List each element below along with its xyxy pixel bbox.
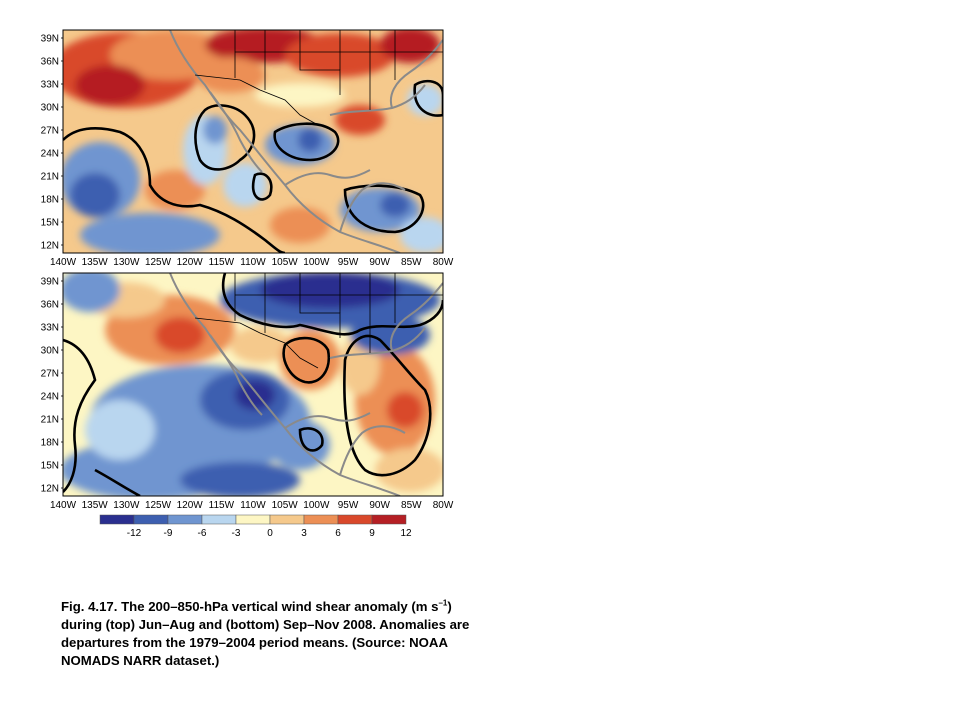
top-lat-tick-label: 39N (41, 34, 59, 45)
top-lat-tick-label: 18N (41, 195, 59, 206)
colorbar-cell (133, 514, 169, 525)
bottom-zero-contours (63, 273, 443, 496)
bottom-lon-tick-label: 95W (338, 500, 359, 511)
top-lat-tick-label: 30N (41, 103, 59, 114)
bottom-political-borders (194, 273, 443, 369)
colorbar-cell (99, 514, 135, 525)
bottom-lon-tick-label: 100W (303, 500, 330, 511)
map-panel-bottom: 39N 36N 33N 30N 27N 24N 21N 18N 15N 12N 140W 135W 13… (41, 272, 454, 512)
colorbar-tick-label: 9 (369, 528, 375, 539)
top-lon-tick-label: 80W (433, 257, 454, 268)
top-lat-tick-label: 12N (41, 241, 59, 252)
top-lon-tick-label: 120W (177, 257, 204, 268)
top-lat-tick-label: 21N (41, 172, 59, 183)
top-lat-tick-label: 27N (41, 126, 59, 137)
bottom-coastlines (169, 273, 443, 496)
bottom-axis-ticks: 39N 36N 33N 30N 27N 24N 21N 18N 15N 12N 140W 135W 13… (41, 277, 454, 512)
top-lat-tick-label: 33N (41, 80, 59, 91)
bottom-lat-tick-label: 24N (41, 392, 59, 403)
colorbar-tick-label: 12 (400, 528, 412, 539)
top-lon-tick-label: 115W (209, 257, 235, 268)
colorbar-cell (201, 514, 237, 525)
colorbar-labels: -12 -9 -6 -3 0 3 6 9 12 (127, 528, 412, 539)
colorbar-tick-label: -9 (164, 528, 173, 539)
map-panel-top: 39N 36N 33N 30N 27N 24N 21N 18N 15N 12N 140W 135W 13… (41, 29, 454, 269)
bottom-lat-tick-label: 30N (41, 346, 59, 357)
bottom-lat-tick-label: 21N (41, 415, 59, 426)
bottom-lat-tick-label: 27N (41, 369, 59, 380)
colorbar-cell (269, 514, 305, 525)
colorbar-cell (337, 514, 373, 525)
bottom-lon-tick-label: 125W (145, 500, 172, 511)
top-map-frame (62, 29, 444, 254)
top-lon-tick-label: 140W (50, 257, 77, 268)
colorbar-tick-label: -3 (232, 528, 241, 539)
bottom-lon-tick-label: 140W (50, 500, 77, 511)
caption-text-part2: ) during (top) Jun–Aug and (bottom) Sep–… (61, 599, 470, 668)
colorbar-tick-label: -6 (198, 528, 207, 539)
top-lon-tick-label: 135W (82, 257, 109, 268)
top-political-borders (194, 30, 443, 126)
top-lon-tick-label: 130W (113, 257, 140, 268)
top-coastlines (169, 30, 443, 253)
bottom-lat-tick-label: 39N (41, 277, 59, 288)
bottom-lon-tick-label: 120W (177, 500, 204, 511)
colorbar-tick-label: 0 (267, 528, 273, 539)
top-lon-tick-label: 125W (145, 257, 172, 268)
caption-superscript: –1 (438, 598, 448, 608)
bottom-lon-tick-label: 115W (209, 500, 235, 511)
top-lon-tick-label: 105W (272, 257, 299, 268)
colorbar-cells (99, 514, 407, 525)
caption-text-part1: The 200–850-hPa vertical wind shear anom… (117, 599, 439, 614)
bottom-lon-tick-label: 80W (433, 500, 454, 511)
bottom-lat-tick-label: 18N (41, 438, 59, 449)
colorbar-tick-label: -12 (127, 528, 142, 539)
top-lon-tick-label: 110W (240, 257, 266, 268)
bottom-lat-tick-label: 15N (41, 461, 59, 472)
colorbar-cell (371, 514, 407, 525)
top-axis-ticks: 39N 36N 33N 30N 27N 24N 21N 18N 15N 12N 140W 135W 13… (41, 34, 454, 269)
bottom-lon-tick-label: 105W (272, 500, 299, 511)
bottom-lon-tick-label: 135W (82, 500, 109, 511)
colorbar-tick-label: 3 (301, 528, 307, 539)
colorbar: -12 -9 -6 -3 0 3 6 9 12 (99, 514, 412, 539)
top-zero-contours (63, 79, 443, 253)
bottom-lon-tick-label: 110W (240, 500, 266, 511)
top-lat-tick-label: 15N (41, 218, 59, 229)
top-lon-tick-label: 95W (338, 257, 359, 268)
bottom-lon-tick-label: 90W (369, 500, 390, 511)
bottom-map-frame (62, 272, 444, 497)
colorbar-cell (303, 514, 339, 525)
colorbar-tick-label: 6 (335, 528, 341, 539)
bottom-lat-tick-label: 12N (41, 484, 59, 495)
top-lat-tick-label: 36N (41, 57, 59, 68)
figure-caption: Fig. 4.17. The 200–850-hPa vertical wind… (61, 598, 491, 670)
top-lon-tick-label: 90W (369, 257, 390, 268)
colorbar-cell (167, 514, 203, 525)
caption-fig-label: Fig. 4.17. (61, 599, 118, 614)
colorbar-cell (235, 514, 271, 525)
bottom-anomaly-field (63, 273, 443, 496)
bottom-lat-tick-label: 36N (41, 300, 59, 311)
top-lon-tick-label: 100W (303, 257, 330, 268)
top-lat-tick-label: 24N (41, 149, 59, 160)
bottom-lat-tick-label: 33N (41, 323, 59, 334)
top-lon-tick-label: 85W (401, 257, 422, 268)
bottom-lon-tick-label: 130W (113, 500, 140, 511)
bottom-lon-tick-label: 85W (401, 500, 422, 511)
